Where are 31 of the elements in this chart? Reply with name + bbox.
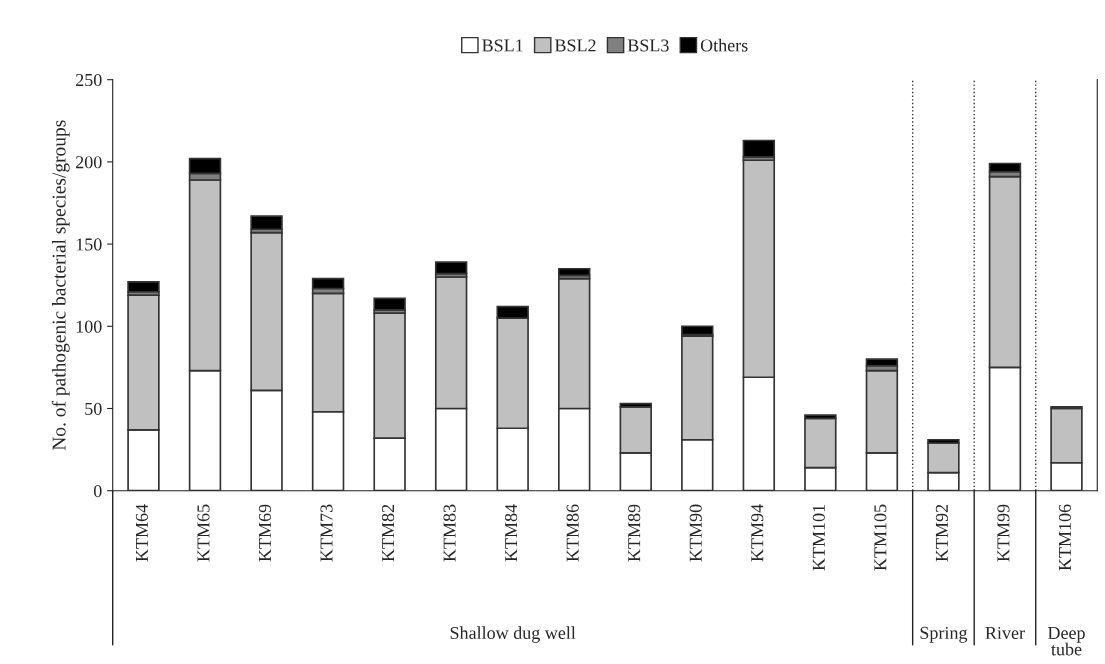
x-tick-label: KTM92 [935, 504, 948, 562]
x-tick-label: KTM64 [135, 504, 148, 562]
x-tick-label: KTM73 [320, 504, 333, 562]
x-tick-label: KTM90 [689, 504, 702, 562]
legend-label: BSL3 [627, 39, 669, 52]
y-tick-label: 150 [76, 238, 102, 251]
x-tick-label: KTM89 [628, 504, 641, 562]
legend-label: BSL1 [482, 39, 523, 52]
text: River [985, 626, 1025, 640]
x-tick-label: KTM101 [812, 504, 825, 571]
x-tick-label: KTM82 [381, 504, 395, 562]
x-tick-label: KTM83 [443, 504, 456, 562]
x-tick-label: KTM86 [566, 504, 579, 562]
y-tick-label: 50 [85, 402, 102, 415]
x-tick-label: KTM99 [997, 504, 1010, 562]
x-tick-label: KTM106 [1058, 504, 1072, 571]
y-tick-label: 100 [76, 320, 102, 333]
text: Spring [920, 626, 968, 643]
y-tick-label: 250 [76, 73, 102, 87]
y-tick-label: 200 [76, 156, 102, 169]
x-tick-label: KTM94 [751, 504, 764, 562]
legend-label: BSL2 [554, 39, 596, 52]
text: Deep tube [1047, 627, 1085, 656]
y-tick-label: 0 [93, 484, 102, 498]
legend-label: Others [700, 38, 748, 52]
x-tick-label: KTM69 [258, 504, 272, 562]
text: Shallow dug well [450, 626, 576, 643]
y-axis-title: No. of pathogenic bacterial species/groups [51, 120, 70, 451]
x-tick-label: KTM65 [197, 504, 210, 562]
x-tick-label: KTM84 [505, 504, 518, 562]
x-tick-label: KTM105 [874, 504, 887, 571]
